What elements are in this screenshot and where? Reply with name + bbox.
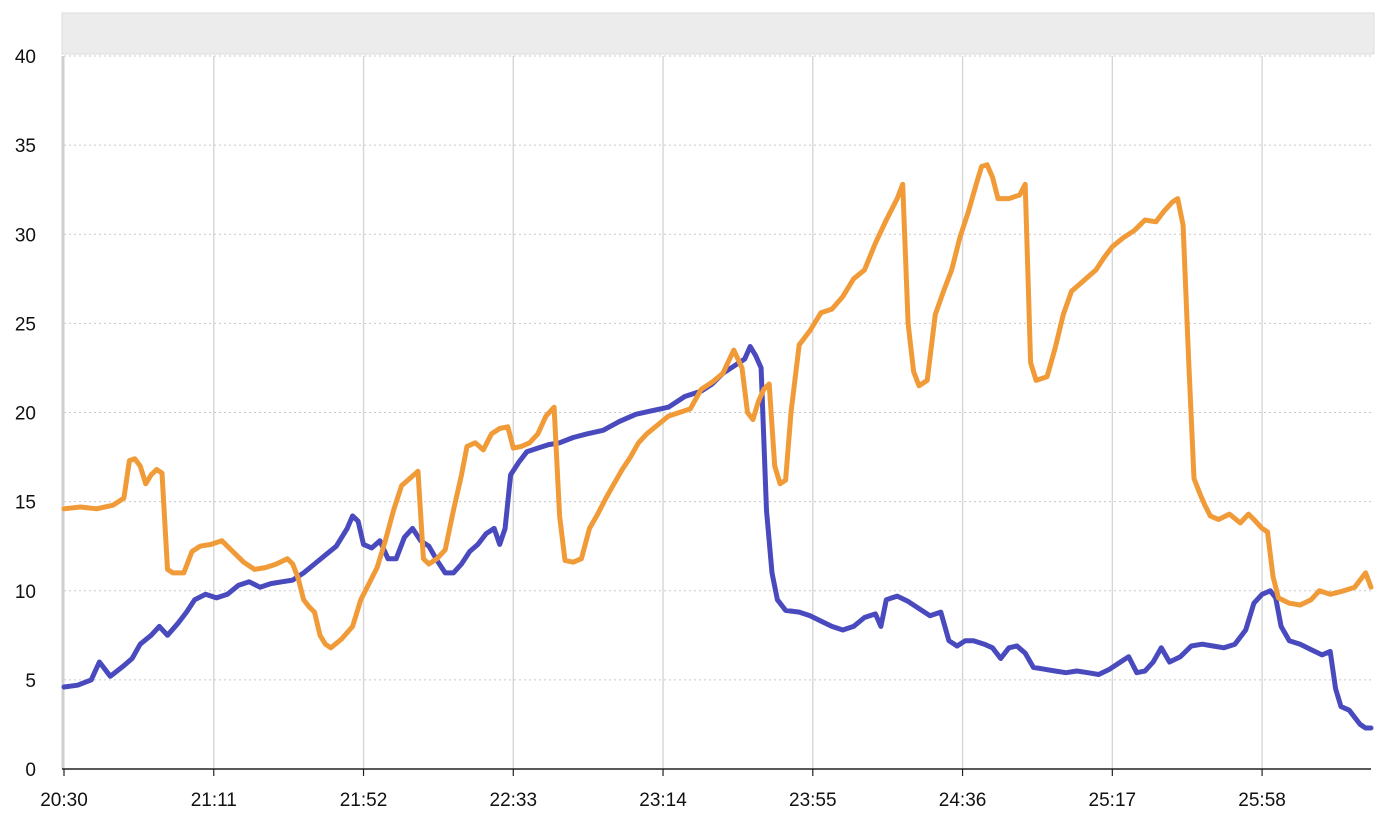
- x-tick-label: 22:33: [490, 790, 538, 811]
- x-tick-label: 21:52: [340, 790, 388, 811]
- y-tick-label: 5: [25, 671, 36, 692]
- x-tick-label: 23:55: [789, 790, 837, 811]
- chart-header-band: [61, 12, 1375, 55]
- y-tick-label: 30: [15, 225, 36, 246]
- y-tick-label: 20: [15, 404, 36, 425]
- y-tick-label: 40: [15, 47, 36, 68]
- y-tick-label: 0: [25, 760, 36, 781]
- y-tick-label: 10: [15, 582, 36, 603]
- x-tick-label: 25:58: [1238, 790, 1286, 811]
- series-line-2: [61, 162, 1374, 651]
- x-tick-label: 25:17: [1089, 790, 1137, 811]
- y-tick-label: 25: [15, 314, 36, 335]
- x-tick-label: 21:11: [191, 790, 237, 811]
- x-tick-label: 23:14: [639, 790, 687, 811]
- x-tick-label: 20:30: [40, 790, 88, 811]
- y-tick-label: 15: [15, 493, 36, 514]
- x-tick-label: 24:36: [939, 790, 987, 811]
- series-line-1: [61, 344, 1374, 731]
- y-tick-label: 35: [15, 136, 36, 157]
